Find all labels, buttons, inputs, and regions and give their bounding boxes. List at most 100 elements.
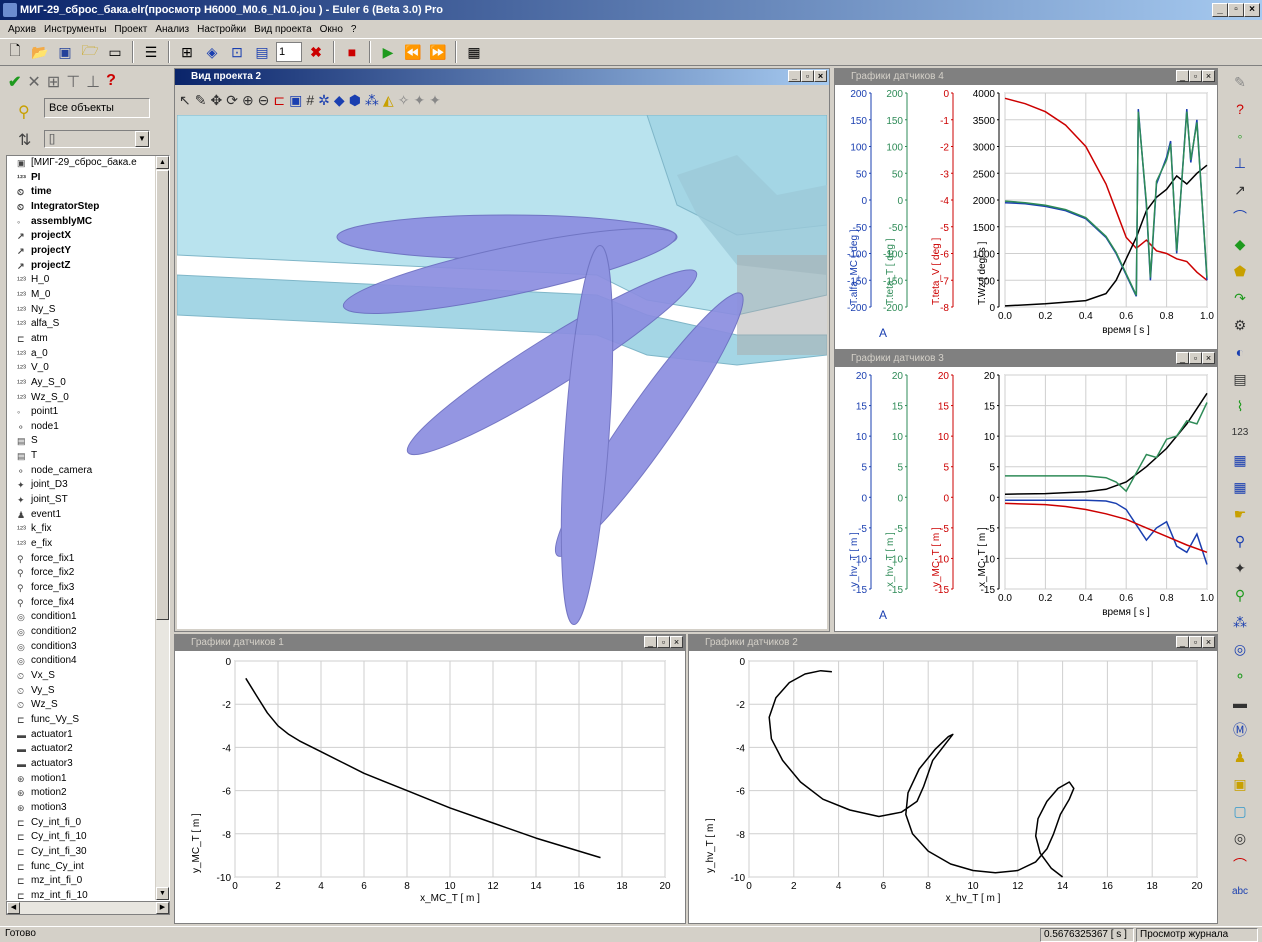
menu-item[interactable]: Настройки [197,23,247,35]
status-journal[interactable]: Просмотр журнала [1136,928,1258,942]
maximize-button[interactable]: ▫ [1228,3,1244,17]
tree-item[interactable]: ⊏ func_Vy_S [7,713,169,728]
force-icon[interactable]: ⚲ [1234,587,1246,603]
window-close-button[interactable]: × [1202,636,1215,648]
sensor-graphs-2-window[interactable]: Графики датчиков 2 _ ▫ × 0 2 4 6 8 10 12 14 16 18… [688,634,1218,924]
play-icon[interactable]: ▶ [382,43,394,60]
check-icon[interactable]: ✔ [8,74,22,91]
menu-item[interactable]: Проект [114,23,148,35]
tree-item[interactable]: ▬ actuator2 [7,742,169,757]
properties-icon[interactable]: ☰ [144,43,158,60]
camera2-icon[interactable]: ✦ [429,91,441,108]
grid-toggle-icon[interactable]: # [306,92,315,108]
window-maximize-button[interactable]: ▫ [1189,636,1202,648]
tree-item[interactable]: ✦ joint_ST [7,493,169,508]
hand-icon[interactable]: ☛ [1233,506,1247,522]
window-close-button[interactable]: × [1202,352,1215,364]
tree-item[interactable]: ▤ S [7,434,169,449]
table-view-icon[interactable]: ▤ [255,43,269,60]
sort-icon[interactable]: ⇅ [18,132,32,149]
save-as-icon[interactable]: 🗁 [81,42,99,58]
pencil-icon[interactable]: ✎ [194,91,207,108]
tree-item[interactable]: ⚲ force_fix3 [7,581,169,596]
plane-icon[interactable]: ◆ [1234,236,1246,252]
tree-item[interactable]: ¹²³ Ny_S [7,303,169,318]
move-icon[interactable]: ✥ [210,91,223,108]
close-button[interactable]: × [1244,3,1260,17]
menu-item[interactable]: Вид проекта [254,23,312,35]
chevron-down-icon[interactable]: ▼ [135,131,149,147]
sphere-icon[interactable]: ◐ [1235,344,1245,360]
tree-item[interactable]: ¹²³ Wz_S_0 [7,391,169,406]
select-icon[interactable]: ↖ [179,91,191,108]
tree-item[interactable]: ¹²³ k_fix [7,522,169,537]
tree-scrollbar[interactable]: ▲ ▼ [155,156,169,900]
rewind-icon[interactable]: ⏪ [404,43,422,60]
link-icon[interactable]: ⚲ [1234,533,1246,549]
menu-item[interactable]: Анализ [155,23,190,35]
tree-item[interactable]: ⚲ force_fix4 [7,596,169,611]
tree-item[interactable]: ◎ condition1 [7,610,169,625]
actuator-icon[interactable]: ▬ [1233,695,1247,711]
node-icon[interactable]: ⚬ [1234,668,1246,684]
3d-viewport[interactable] [177,115,827,629]
window-minimize-button[interactable]: _ [644,636,657,648]
tree-item[interactable]: ⏲ time [7,185,169,200]
tree-item[interactable]: ▬ actuator3 [7,757,169,772]
menu-item[interactable]: Архив [8,23,37,35]
tree-item[interactable]: ⊛ motion1 [7,772,169,787]
camera-icon[interactable]: ✦ [413,91,426,108]
window-maximize-button[interactable]: ▫ [1189,352,1202,364]
tree-item[interactable]: ⊏ mz_int_fi_10 [7,889,169,900]
frame-icon[interactable]: ▢ [1233,803,1247,819]
sensor-graphs-3-window[interactable]: Графики датчиков 3 _ ▫ × 0.0 0.2 0.4 0.6 0.8… [834,350,1218,632]
fast-forward-icon[interactable]: ⏩ [429,43,447,60]
tree-item[interactable]: ♟ event1 [7,508,169,523]
project-view-window[interactable]: Вид проекта 2 _ ▫ × ↖ ✎ ✥ ⟳ ⊕ ⊖ ⊏ ▣ # ✲ ◆ ⬢ ⁂ ◭… [174,68,830,632]
wheel-icon[interactable]: ◎ [1233,830,1247,846]
tree-item[interactable]: ¹²³ V_0 [7,361,169,376]
filter-select[interactable]: [] ▼ [44,130,150,148]
new-file-icon[interactable]: 🗋 [9,42,21,58]
graph-view-icon[interactable]: ⊡ [231,43,243,60]
solid-icon[interactable]: ⬟ [1233,263,1247,279]
motor-icon[interactable]: Ⓜ [1233,722,1247,738]
window-minimize-button[interactable]: _ [1176,636,1189,648]
window-minimize-button[interactable]: _ [1176,70,1189,82]
objects-filter-icon[interactable]: ⚲ [18,104,30,121]
tree-item[interactable]: ⊏ func_Cy_int [7,860,169,875]
axes-icon[interactable]: ⊥ [1233,155,1247,171]
tree-item[interactable]: ⊛ motion2 [7,786,169,801]
render-icon[interactable]: ▣ [289,91,303,108]
tree-item[interactable]: ▬ actuator1 [7,728,169,743]
rainbow-icon[interactable]: ⌒ [1233,857,1247,873]
grid-icon[interactable]: ⊞ [46,74,61,91]
image-icon[interactable]: ▣ [1233,776,1247,792]
tree-item[interactable]: ⊏ Cy_int_fi_10 [7,830,169,845]
tree-item[interactable]: ¹²³ Ay_S_0 [7,376,169,391]
tree-item[interactable]: ⊏ mz_int_fi_0 [7,874,169,889]
document-icon[interactable]: ▤ [1233,371,1247,387]
window-minimize-button[interactable]: _ [788,70,801,82]
pencil-icon[interactable]: ✎ [1234,74,1246,90]
zoom-in-icon[interactable]: ⊕ [241,91,254,108]
spring-icon[interactable]: ↷ [1234,290,1246,306]
chart-icon[interactable]: ⌇ [1236,398,1244,414]
tree-item[interactable]: ↗ projectX [7,229,169,244]
curve-icon[interactable]: ⌒ [1233,209,1247,225]
tree-item[interactable]: ↗ projectZ [7,259,169,274]
nodes-icon[interactable]: ⁂ [364,91,379,108]
tree-item[interactable]: ⏲ Wz_S [7,698,169,713]
tree-item[interactable]: ▣ [МИГ-29_сброс_бака.е [7,156,169,171]
open-folder-icon[interactable]: 📂 [31,43,49,60]
tree-item[interactable]: ⊏ atm [7,332,169,347]
tree-item[interactable]: ⊛ motion3 [7,801,169,816]
window-maximize-button[interactable]: ▫ [801,70,814,82]
menu-item[interactable]: Окно [319,23,343,35]
3d-view-icon[interactable]: ◈ [206,43,218,60]
tree-item[interactable]: ⊏ Cy_int_fi_0 [7,816,169,831]
arrow-icon[interactable]: ↗ [1234,182,1246,198]
minimize-button[interactable]: _ [1212,3,1228,17]
window-close-button[interactable]: × [1202,70,1215,82]
zoom-out-icon[interactable]: ⊖ [257,91,270,108]
